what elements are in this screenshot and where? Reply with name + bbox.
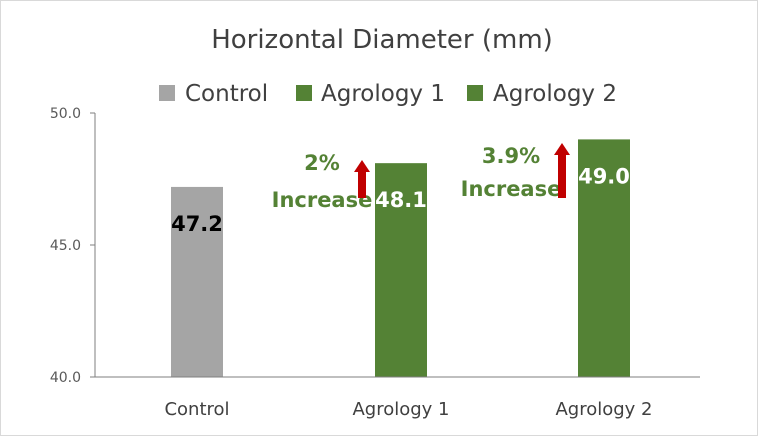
annotations: 2% Increase 3.9% Increase [272,143,570,212]
increase-percent: 2% [304,151,340,175]
up-arrow-icon [354,160,370,198]
up-arrow-icon [554,143,570,198]
bar [375,163,427,377]
x-tick-label: Agrology 1 [352,399,449,420]
bar [171,186,223,377]
bars: 47.2 48.1 49.0 [171,139,630,377]
y-tick-label: 45.0 [50,238,81,254]
increase-label: Increase [272,188,373,212]
increase-label: Increase [461,177,562,201]
legend-swatch [467,85,483,101]
legend-entry: Agrology 2 [493,81,617,107]
legend-swatch [296,85,312,101]
data-label: 49.0 [578,164,630,188]
legend-entry: Agrology 1 [321,81,445,107]
y-tick-label: 50.0 [50,106,81,122]
bar [578,139,630,377]
legend-swatch [159,85,175,101]
x-tick-label: Agrology 2 [555,399,652,420]
data-label: 47.2 [171,212,223,236]
legend: Control Agrology 1 Agrology 2 [159,81,617,107]
legend-entry: Control [185,81,268,107]
y-axis: 40.0 45.0 50.0 [50,106,96,386]
data-label: 48.1 [375,188,427,212]
chart-title: Horizontal Diameter (mm) [211,25,553,55]
x-tick-label: Control [164,399,229,420]
x-axis: Control Agrology 1 Agrology 2 [95,376,700,420]
y-tick-label: 40.0 [50,370,81,386]
increase-percent: 3.9% [482,144,540,168]
